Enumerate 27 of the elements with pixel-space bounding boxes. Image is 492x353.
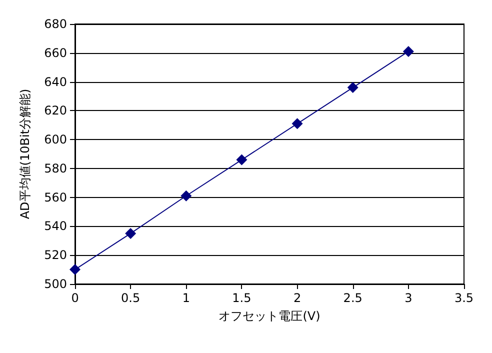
point (347, 82, 358, 94)
y-tick-label: 500 (44, 277, 67, 291)
point (292, 118, 303, 130)
y-tick-label: 560 (44, 190, 67, 204)
x-tick-label: 0.5 (121, 291, 140, 305)
x-tick-label: 1.5 (232, 291, 252, 305)
y-tick-label: 580 (44, 161, 67, 176)
y-tick-label: 540 (44, 219, 67, 234)
x-tick-label: 0 (71, 291, 79, 305)
point (402, 46, 414, 57)
point (180, 190, 192, 202)
y-tick-label: 520 (44, 248, 67, 262)
y-axis-title: AD平均値(10Bit分解能) (18, 88, 32, 220)
x-tick-label: 2.5 (343, 291, 362, 305)
y-tick-label: 680 (44, 17, 67, 31)
x-tick-label: 2 (293, 291, 302, 305)
x-axis-title: オフセット電圧(V) (218, 309, 320, 323)
x-tick-label: 3.5 (454, 291, 474, 305)
y-tick-label: 660 (44, 46, 67, 60)
y-tick-label: 620 (44, 104, 67, 118)
y-tick-label: 640 (44, 74, 67, 89)
point (70, 264, 80, 276)
point (236, 154, 248, 166)
x-tick-label: 1 (182, 291, 190, 305)
point (125, 228, 136, 239)
x-tick-label: 3 (404, 291, 412, 305)
y-tick-label: 600 (44, 132, 67, 147)
